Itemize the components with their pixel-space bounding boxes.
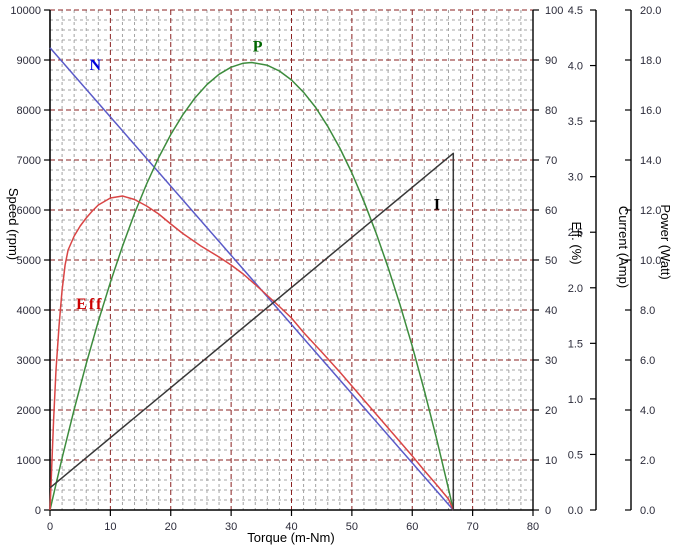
x-axis-title: Torque (m-Nm) — [247, 530, 334, 545]
eff-axis-tick-label: 90 — [545, 55, 557, 67]
current-axis-tick-label: 4.0 — [568, 61, 583, 73]
axes: 0 10 20 30 40 50 60 70 8001000200030004000500060… — [10, 5, 661, 533]
x-axis-tick-label: 80 — [527, 521, 539, 533]
power-axis-tick-label: 2.0 — [640, 455, 655, 467]
x-axis-tick-label: 60 — [406, 521, 418, 533]
x-axis-tick-label: 0 — [47, 521, 53, 533]
x-axis-tick-label: 70 — [467, 521, 479, 533]
eff-axis-tick-label: 70 — [545, 155, 557, 167]
x-axis-tick-label: 50 — [346, 521, 358, 533]
power-axis-tick-label: 14.0 — [640, 155, 661, 167]
axis-titles: Speed (rpm) Torque (m-Nm) Eff. (%) Curre… — [6, 188, 673, 545]
y-axis-title-power: Power (Watt) — [658, 204, 673, 279]
power-axis-tick-label: 10.0 — [640, 255, 661, 267]
eff-axis-tick-label: 20 — [545, 405, 557, 417]
grid — [50, 9, 533, 510]
series-P-label: P — [253, 38, 263, 55]
x-axis-tick-label: 30 — [225, 521, 237, 533]
speed-axis-tick-label: 5000 — [17, 255, 41, 267]
series-I-label: I — [434, 196, 440, 213]
speed-axis-tick-label: 4000 — [17, 305, 41, 317]
x-axis-tick-label: 10 — [104, 521, 116, 533]
current-axis-tick-label: 0.0 — [568, 505, 583, 517]
eff-axis-tick-label: 0 — [545, 505, 551, 517]
series-curves: N P Eff I — [49, 38, 455, 511]
current-axis-tick-label: 4.5 — [568, 5, 583, 17]
speed-axis-tick-label: 10000 — [10, 5, 41, 17]
eff-axis-tick-label: 30 — [545, 355, 557, 367]
power-axis-tick-label: 0.0 — [640, 505, 655, 517]
current-axis-tick-label: 1.0 — [568, 394, 583, 406]
power-axis-tick-label: 20.0 — [640, 5, 661, 17]
eff-axis-tick-label: 100 — [545, 5, 563, 17]
power-axis-tick-label: 4.0 — [640, 405, 655, 417]
y-axis-title-current: Current (Amp) — [616, 206, 631, 288]
power-axis-tick-label: 18.0 — [640, 55, 661, 67]
speed-axis-tick-label: 9000 — [17, 55, 41, 67]
series-Eff-label: Eff — [76, 296, 103, 313]
y-axis-title-speed: Speed (rpm) — [6, 188, 21, 260]
power-axis-tick-label: 8.0 — [640, 305, 655, 317]
eff-axis-tick-label: 40 — [545, 305, 557, 317]
current-axis-tick-label: 0.5 — [568, 449, 583, 461]
current-axis-tick-label: 2.0 — [568, 283, 583, 295]
series-Eff-curve — [49, 195, 454, 511]
series-I-curve — [49, 152, 455, 510]
eff-axis-tick-label: 80 — [545, 105, 557, 117]
power-axis-tick-label: 16.0 — [640, 105, 661, 117]
speed-axis-tick-label: 2000 — [17, 405, 41, 417]
power-axis-tick-label: 6.0 — [640, 355, 655, 367]
speed-axis-tick-label: 0 — [35, 505, 41, 517]
series-P-curve — [49, 61, 455, 511]
eff-axis-tick-label: 10 — [545, 455, 557, 467]
eff-axis-tick-label: 60 — [545, 205, 557, 217]
current-axis-tick-label: 1.5 — [568, 338, 583, 350]
x-axis-tick-label: 20 — [165, 521, 177, 533]
speed-axis-tick-label: 3000 — [17, 355, 41, 367]
speed-axis-tick-label: 1000 — [17, 455, 41, 467]
power-axis-tick-label: 12.0 — [640, 205, 661, 217]
speed-axis-tick-label: 8000 — [17, 105, 41, 117]
speed-axis-tick-label: 7000 — [17, 155, 41, 167]
speed-axis-tick-label: 6000 — [17, 205, 41, 217]
current-axis-tick-label: 2.5 — [568, 227, 583, 239]
x-axis-tick-label: 40 — [285, 521, 297, 533]
current-axis-tick-label: 3.0 — [568, 172, 583, 184]
y-axis-title-eff: Eff. (%) — [569, 221, 584, 264]
current-axis-tick-label: 3.5 — [568, 116, 583, 128]
eff-axis-tick-label: 50 — [545, 255, 557, 267]
series-N-label: N — [90, 57, 102, 74]
series-N-curve — [49, 47, 454, 511]
